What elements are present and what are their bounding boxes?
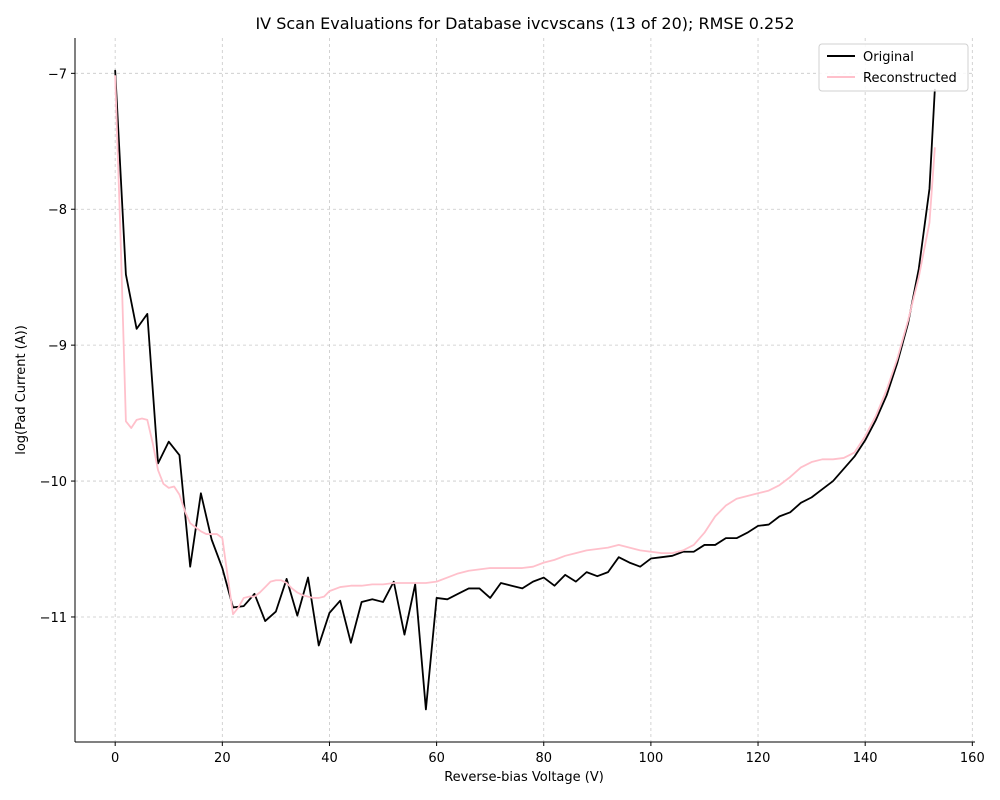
y-tick-label: −9 bbox=[48, 339, 67, 354]
y-tick-label: −11 bbox=[40, 611, 67, 626]
grid-lines bbox=[75, 38, 975, 742]
series-line-reconstructed bbox=[114, 75, 936, 616]
y-tick-label: −8 bbox=[48, 203, 67, 218]
ticks: 0 20 40 60 80 100 120 140 160 −11 −10 −9 −8 −7 bbox=[40, 67, 985, 766]
legend-label-original: Original bbox=[863, 50, 914, 65]
chart-title: IV Scan Evaluations for Database ivcvsca… bbox=[255, 14, 794, 33]
x-tick-label: 100 bbox=[638, 751, 663, 766]
x-tick-label: 120 bbox=[746, 751, 771, 766]
x-tick-label: 140 bbox=[853, 751, 878, 766]
y-tick-label: −10 bbox=[40, 475, 67, 490]
y-tick-label: −7 bbox=[48, 67, 67, 82]
y-axis-label: log(Pad Current (A)) bbox=[14, 325, 29, 455]
x-tick-label: 0 bbox=[111, 751, 119, 766]
x-tick-label: 40 bbox=[321, 751, 338, 766]
legend: Original Reconstructed bbox=[818, 43, 969, 92]
legend-label-reconstructed: Reconstructed bbox=[863, 71, 957, 86]
legend-box bbox=[818, 43, 969, 92]
x-tick-label: 60 bbox=[428, 751, 445, 766]
x-tick-label: 20 bbox=[214, 751, 231, 766]
x-tick-label: 160 bbox=[960, 751, 985, 766]
plot-series bbox=[114, 69, 936, 711]
axes bbox=[74, 38, 975, 743]
x-axis-label: Reverse-bias Voltage (V) bbox=[444, 770, 604, 785]
x-tick-label: 80 bbox=[535, 751, 552, 766]
